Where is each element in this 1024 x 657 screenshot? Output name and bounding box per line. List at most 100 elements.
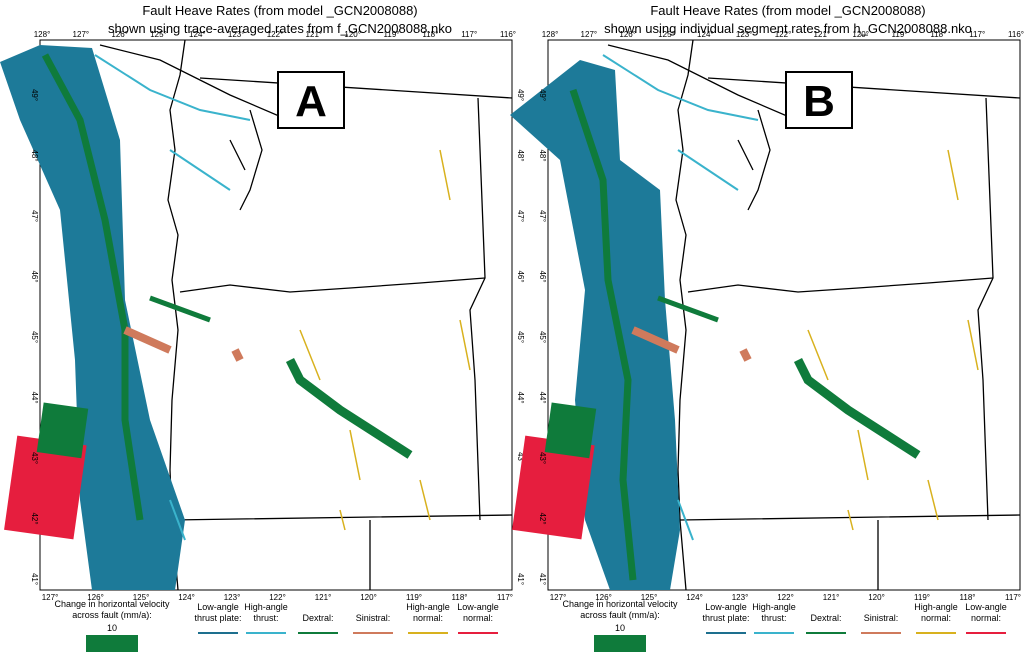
top-tick-label: 118° xyxy=(930,30,946,39)
bottom-tick-label: 124° xyxy=(178,593,195,602)
top-tick-label: 117° xyxy=(969,30,985,39)
bottom-tick-label: 118° xyxy=(960,593,976,602)
bottom-tick-label: 126° xyxy=(87,593,104,602)
dextral-trace xyxy=(569,88,637,581)
left-tick-label: 42° xyxy=(30,512,39,524)
bottom-tick-label: 119° xyxy=(406,593,422,602)
dextral-fault xyxy=(793,357,921,459)
legend-label: Low-angle xyxy=(197,602,239,612)
top-tick-label: 116° xyxy=(500,30,516,39)
puget-sound xyxy=(229,109,263,211)
left-tick-label: 42° xyxy=(538,512,547,524)
top-tick-label: 117° xyxy=(461,30,477,39)
legend-scale-bar xyxy=(594,635,646,652)
top-tick-label: 125° xyxy=(658,30,675,39)
top-tick-label: 126° xyxy=(111,30,128,39)
left-tick-label: 44° xyxy=(30,391,39,403)
left-tick-label: 45° xyxy=(538,331,547,343)
bottom-tick-label: 125° xyxy=(133,593,150,602)
low-angle-normal-block xyxy=(4,435,87,540)
left-tick-label: 47° xyxy=(538,210,547,222)
right-tick-label: 41° xyxy=(516,573,525,585)
legend-scale-label: across fault (mm/a): xyxy=(72,610,152,620)
bottom-tick-label: 121° xyxy=(823,593,840,602)
legend-label: Low-angle xyxy=(705,602,747,612)
right-tick-label: 49° xyxy=(516,89,525,101)
right-tick-label: 47° xyxy=(516,210,525,222)
wa-or-border xyxy=(687,277,994,293)
legend-label: normal: xyxy=(413,613,443,623)
left-tick-label: 49° xyxy=(30,89,39,101)
map-panel: Fault Heave Rates (from model _GCN200808… xyxy=(510,3,1024,652)
right-tick-label: 44° xyxy=(516,391,525,403)
bottom-tick-label: 117° xyxy=(497,593,513,602)
thrust-fault xyxy=(602,54,759,541)
bottom-tick-label: 122° xyxy=(269,593,286,602)
legend-label: High-angle xyxy=(914,602,958,612)
left-tick-label: 48° xyxy=(30,149,39,161)
top-tick-label: 128° xyxy=(34,30,51,39)
bottom-tick-label: 125° xyxy=(641,593,658,602)
top-tick-label: 118° xyxy=(422,30,438,39)
left-tick-label: 41° xyxy=(538,573,547,585)
top-tick-label: 123° xyxy=(228,30,245,39)
bottom-tick-label: 118° xyxy=(452,593,468,602)
top-tick-label: 120° xyxy=(852,30,869,39)
puget-sound xyxy=(737,109,771,211)
bottom-tick-label: 123° xyxy=(732,593,749,602)
legend-label: thrust: xyxy=(761,613,786,623)
legend-label: thrust plate: xyxy=(194,613,241,623)
panel-letter-box xyxy=(785,71,853,129)
low-angle-normal-block xyxy=(512,435,595,540)
top-tick-label: 121° xyxy=(306,30,323,39)
legend-scale-value: 10 xyxy=(107,623,117,633)
top-tick-label: 128° xyxy=(542,30,559,39)
normal-faults xyxy=(299,149,471,531)
map-body xyxy=(510,39,1021,591)
legend-label: Low-angle xyxy=(457,602,499,612)
panel-letter-box xyxy=(277,71,345,129)
bottom-tick-label: 120° xyxy=(868,593,885,602)
bottom-tick-label: 126° xyxy=(595,593,612,602)
panel-title: Fault Heave Rates (from model _GCN200808… xyxy=(650,3,925,18)
right-tick-label: 43° xyxy=(516,452,525,464)
top-tick-label: 124° xyxy=(189,30,206,39)
top-tick-label: 121° xyxy=(814,30,831,39)
right-tick-label: 46° xyxy=(516,270,525,282)
sinistral-fault xyxy=(123,326,244,362)
right-tick-label: 45° xyxy=(516,331,525,343)
wa-or-border xyxy=(179,277,486,293)
panel-letter: A xyxy=(295,77,327,126)
top-tick-label: 126° xyxy=(619,30,636,39)
legend-label: Low-angle xyxy=(965,602,1007,612)
dextral-fault xyxy=(149,295,211,323)
coastline xyxy=(675,39,694,591)
top-tick-label: 122° xyxy=(267,30,284,39)
legend-label: Dextral: xyxy=(810,613,841,623)
dextral-block xyxy=(36,402,89,459)
legend-label: High-angle xyxy=(406,602,450,612)
bottom-tick-label: 124° xyxy=(686,593,703,602)
top-tick-label: 116° xyxy=(1008,30,1024,39)
legend-label: High-angle xyxy=(752,602,796,612)
top-tick-label: 127° xyxy=(581,30,598,39)
legend-label: Sinistral: xyxy=(864,613,899,623)
dextral-fault xyxy=(285,357,413,459)
bottom-tick-label: 117° xyxy=(1005,593,1021,602)
left-tick-label: 46° xyxy=(30,270,39,282)
left-tick-label: 46° xyxy=(538,270,547,282)
left-tick-label: 45° xyxy=(30,331,39,343)
bottom-tick-label: 121° xyxy=(315,593,332,602)
normal-faults xyxy=(807,149,979,531)
legend-scale-label: across fault (mm/a): xyxy=(580,610,660,620)
thrust-zone xyxy=(0,45,185,590)
dextral-trace xyxy=(41,53,144,521)
top-tick-label: 127° xyxy=(73,30,90,39)
thrust-fault xyxy=(94,54,251,541)
top-tick-label: 122° xyxy=(775,30,792,39)
canada-border xyxy=(607,44,1021,126)
legend-label: Sinistral: xyxy=(356,613,391,623)
top-tick-label: 124° xyxy=(697,30,714,39)
thrust-zone xyxy=(510,60,680,590)
